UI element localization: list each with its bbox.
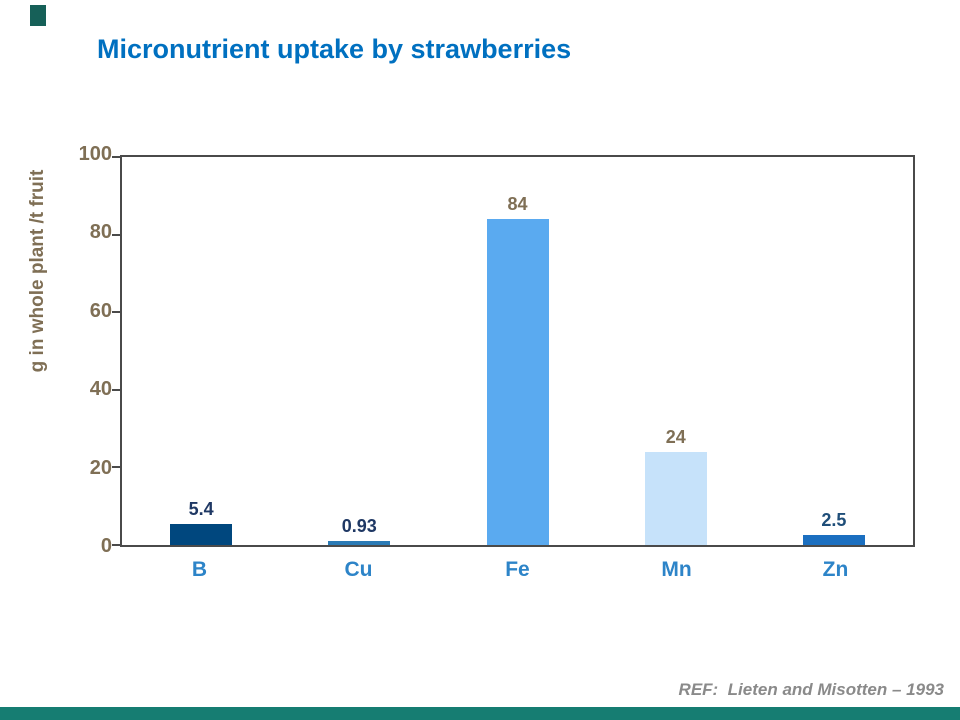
- bar-slot-zn: 2.5: [755, 157, 913, 545]
- category-label-zn: Zn: [822, 558, 849, 581]
- y-tick-label: 0: [100, 535, 112, 558]
- plot-area: 5.4 0.93 84 24 2.5: [112, 155, 915, 547]
- x-axis-category-labels: B Cu Fe Mn Zn: [120, 558, 915, 582]
- bar-value-label: 24: [665, 426, 686, 447]
- accent-square: [30, 5, 46, 26]
- y-tick-mark: [112, 544, 120, 546]
- bar-cu: [328, 541, 391, 545]
- bar-value-label: 5.4: [188, 499, 214, 520]
- bar-slot-b: 5.4: [122, 157, 280, 545]
- y-tick-label: 80: [89, 221, 112, 244]
- y-tick-mark: [112, 388, 120, 391]
- y-axis-tick-labels: 0 20 40 60 80 100: [40, 143, 112, 557]
- y-tick-label: 20: [89, 456, 112, 479]
- chart-title: Micronutrient uptake by strawberries: [97, 34, 572, 64]
- category-label-fe: Fe: [505, 558, 530, 581]
- bar-b: [170, 524, 233, 545]
- y-tick-mark: [112, 233, 120, 236]
- footer-bar: [0, 707, 960, 720]
- category-label-mn: Mn: [661, 558, 692, 581]
- y-tick-label: 40: [89, 378, 112, 401]
- reference-text: REF: Lieten and Misotten – 1993: [678, 680, 944, 699]
- bar-value-label: 2.5: [821, 510, 847, 531]
- bar-value-label: 0.93: [341, 516, 377, 537]
- bar-fe: [486, 219, 549, 545]
- bar-zn: [802, 535, 865, 545]
- category-label-cu: Cu: [344, 558, 373, 581]
- y-tick-label: 100: [78, 143, 112, 166]
- bar-slot-mn: 24: [597, 157, 755, 545]
- bar-value-label: 84: [507, 194, 528, 215]
- bar-slot-cu: 0.93: [280, 157, 438, 545]
- bar-slot-fe: 84: [438, 157, 596, 545]
- y-tick-mark: [112, 466, 120, 469]
- y-tick-mark: [112, 311, 120, 314]
- y-tick-mark: [112, 156, 120, 158]
- category-label-b: B: [191, 558, 208, 581]
- bar-mn: [644, 451, 707, 545]
- bars-container: 5.4 0.93 84 24 2.5: [122, 157, 913, 545]
- y-tick-label: 60: [89, 299, 112, 322]
